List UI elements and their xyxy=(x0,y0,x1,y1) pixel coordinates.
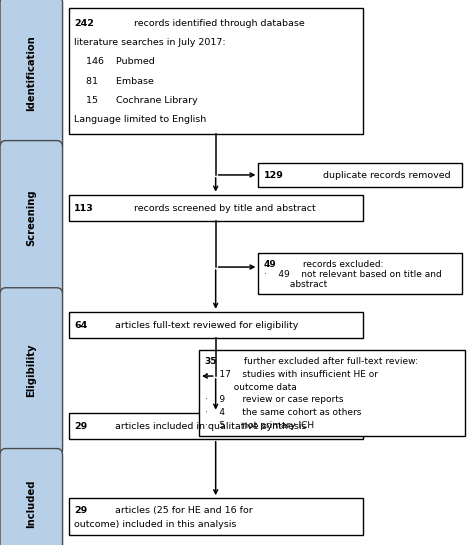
Text: further excluded after full-text review:: further excluded after full-text review: xyxy=(240,357,418,366)
Text: records excluded:: records excluded: xyxy=(300,259,383,269)
Text: Included: Included xyxy=(26,480,36,528)
Text: outcome data: outcome data xyxy=(205,383,297,392)
Text: literature searches in July 2017:: literature searches in July 2017: xyxy=(74,38,226,47)
Bar xyxy=(199,350,465,436)
FancyBboxPatch shape xyxy=(0,141,63,298)
Bar xyxy=(69,8,363,134)
Bar xyxy=(69,195,363,221)
Text: ·    49    not relevant based on title and: · 49 not relevant based on title and xyxy=(264,270,442,279)
Text: Identification: Identification xyxy=(26,36,36,111)
Text: 49: 49 xyxy=(264,259,277,269)
FancyBboxPatch shape xyxy=(0,288,63,456)
Text: Screening: Screening xyxy=(26,190,36,246)
Text: Eligibility: Eligibility xyxy=(26,344,36,397)
Text: 242: 242 xyxy=(74,19,94,28)
Text: ·    17    studies with insufficient HE or: · 17 studies with insufficient HE or xyxy=(205,370,378,379)
Bar xyxy=(69,312,363,338)
Text: duplicate records removed: duplicate records removed xyxy=(320,171,451,180)
Text: 29: 29 xyxy=(74,422,88,431)
Text: Language limited to English: Language limited to English xyxy=(74,115,207,124)
Text: 113: 113 xyxy=(74,204,94,213)
FancyBboxPatch shape xyxy=(0,0,63,151)
Text: abstract: abstract xyxy=(264,280,327,289)
Text: ·    4      the same cohort as others: · 4 the same cohort as others xyxy=(205,408,361,417)
Text: 129: 129 xyxy=(264,171,284,180)
Text: records screened by title and abstract: records screened by title and abstract xyxy=(130,204,315,213)
Text: ·    5      not primary ICH: · 5 not primary ICH xyxy=(205,421,314,430)
FancyBboxPatch shape xyxy=(0,449,63,545)
Text: articles full-text reviewed for eligibility: articles full-text reviewed for eligibil… xyxy=(112,321,298,330)
Text: ·    9      review or case reports: · 9 review or case reports xyxy=(205,395,343,404)
Text: articles included in qualitative synthesis: articles included in qualitative synthes… xyxy=(112,422,306,431)
Bar xyxy=(258,253,462,294)
Text: 15      Cochrane Library: 15 Cochrane Library xyxy=(74,96,198,105)
Text: 81      Embase: 81 Embase xyxy=(74,76,155,86)
Text: records identified through database: records identified through database xyxy=(130,19,304,28)
Bar xyxy=(258,163,462,187)
Bar xyxy=(69,498,363,535)
Text: 35: 35 xyxy=(205,357,217,366)
Text: 29: 29 xyxy=(74,506,88,515)
Text: articles (25 for HE and 16 for: articles (25 for HE and 16 for xyxy=(112,506,253,515)
Text: 64: 64 xyxy=(74,321,88,330)
Text: 146    Pubmed: 146 Pubmed xyxy=(74,57,155,66)
Bar xyxy=(69,413,363,439)
Text: outcome) included in this analysis: outcome) included in this analysis xyxy=(74,519,237,529)
